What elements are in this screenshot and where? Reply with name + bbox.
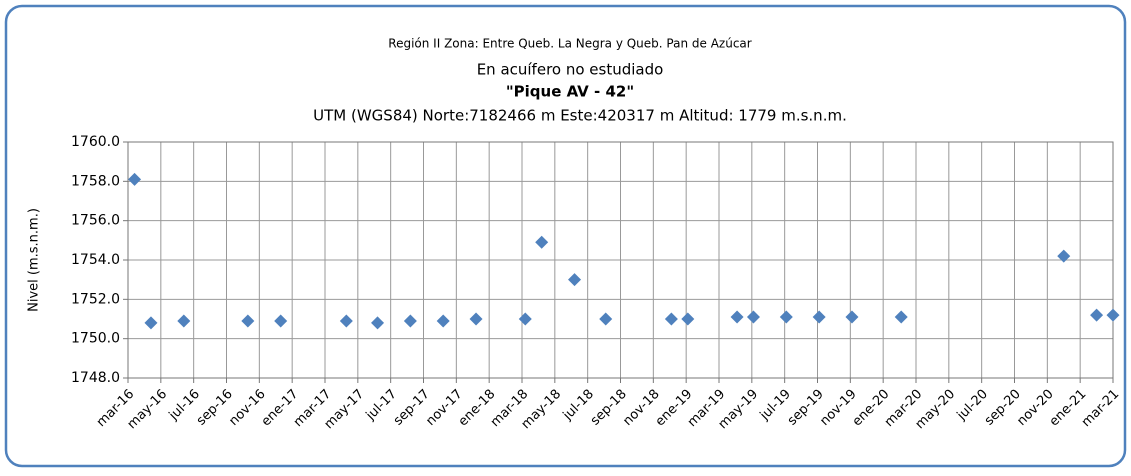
y-axis-label: Nivel (m.s.n.m.): [27, 208, 42, 312]
data-point: [1106, 308, 1120, 322]
plot-frame: [127, 141, 1114, 379]
data-point: [894, 310, 908, 324]
data-point: [128, 172, 142, 186]
data-point: [746, 310, 760, 324]
data-point: [599, 312, 613, 326]
data-point: [1057, 249, 1071, 263]
data-point: [730, 310, 744, 324]
data-point: [403, 314, 417, 328]
y-tick-label: 1752.0: [71, 291, 120, 307]
chart-title: Región II Zona: Entre Queb. La Negra y Q…: [388, 37, 751, 51]
y-tick-label: 1750.0: [71, 331, 120, 347]
data-point: [144, 316, 158, 330]
data-point: [664, 312, 678, 326]
y-tick-label: 1760.0: [71, 134, 120, 150]
y-tick-label: 1756.0: [71, 213, 120, 229]
data-point: [177, 314, 191, 328]
data-point: [371, 316, 385, 330]
data-point: [812, 310, 826, 324]
chart-subtitle: UTM (WGS84) Norte:7182466 m Este:420317 …: [313, 107, 847, 125]
chart-subtitle: En acuífero no estudiado: [477, 61, 664, 79]
y-tick-label: 1748.0: [71, 370, 120, 386]
y-tick-label: 1758.0: [71, 173, 120, 189]
y-tick-label: 1754.0: [71, 252, 120, 268]
data-point: [681, 312, 695, 326]
data-point: [339, 314, 353, 328]
data-point: [779, 310, 793, 324]
data-point: [436, 314, 450, 328]
data-point: [469, 312, 483, 326]
data-point: [518, 312, 532, 326]
data-point: [274, 314, 288, 328]
chart-subtitle: "Pique AV - 42": [506, 83, 634, 101]
data-point: [1090, 308, 1104, 322]
data-point: [845, 310, 859, 324]
data-point: [535, 235, 549, 249]
data-point: [241, 314, 255, 328]
data-point: [568, 273, 582, 287]
chart-border: [4, 4, 1127, 468]
